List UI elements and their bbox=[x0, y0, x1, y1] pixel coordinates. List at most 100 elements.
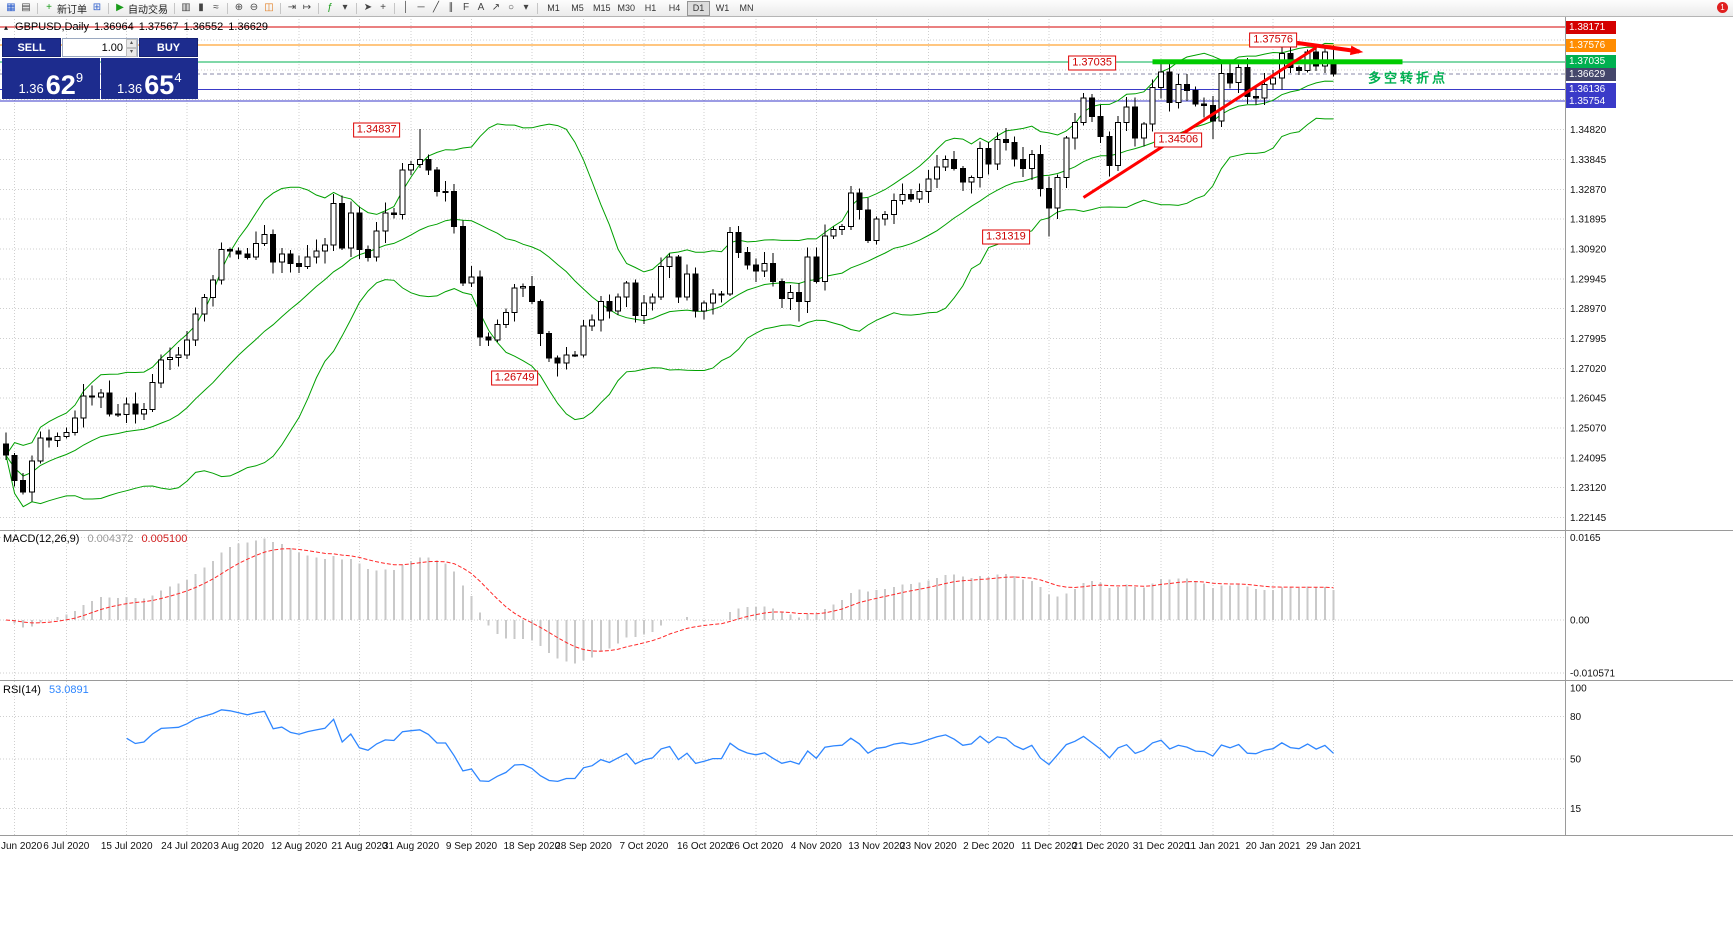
sell-price-display[interactable]: 1.36 62 9 bbox=[2, 58, 100, 99]
timeframe-h1[interactable]: H1 bbox=[644, 2, 657, 13]
candle bbox=[373, 230, 380, 258]
indicators-icon[interactable]: ƒ bbox=[327, 2, 333, 13]
macd-bar bbox=[1039, 586, 1042, 620]
buy-price-display[interactable]: 1.36 65 4 bbox=[100, 58, 198, 99]
candle bbox=[1054, 177, 1061, 209]
buy-price-sup: 4 bbox=[174, 70, 182, 85]
candlestick-chart-icon[interactable]: ▮ bbox=[198, 2, 204, 13]
candle bbox=[640, 302, 647, 316]
macd-value-signal: 0.005100 bbox=[141, 533, 188, 545]
candle bbox=[537, 301, 544, 335]
zoom-out-icon[interactable]: ⊖ bbox=[249, 2, 259, 13]
date-label: 7 Oct 2020 bbox=[619, 841, 668, 852]
candle bbox=[666, 256, 673, 267]
timeframe-m1[interactable]: M1 bbox=[547, 2, 560, 13]
candle bbox=[451, 190, 458, 228]
bollinger-lower bbox=[5, 117, 1334, 508]
profiles-icon[interactable]: ▤ bbox=[21, 2, 31, 13]
cursor-icon[interactable]: ➤ bbox=[363, 2, 373, 13]
timeframe-mn[interactable]: MN bbox=[739, 2, 754, 13]
buy-button[interactable]: BUY bbox=[139, 38, 198, 57]
candle bbox=[1020, 158, 1027, 170]
macd-bar bbox=[1065, 593, 1068, 620]
macd-bar bbox=[970, 578, 973, 620]
tile-windows-icon[interactable]: ◫ bbox=[264, 2, 274, 13]
rsi-header: RSI(14) 53.0891 bbox=[3, 684, 89, 696]
candle bbox=[1227, 73, 1233, 84]
macd-bar bbox=[1048, 594, 1050, 620]
auto-trading-play-icon[interactable]: ▶ bbox=[116, 2, 124, 13]
resistance-zone[interactable] bbox=[1152, 59, 1403, 65]
zoom-in-icon[interactable]: ⊕ bbox=[234, 2, 244, 13]
candle bbox=[201, 296, 208, 315]
timeframe-d1[interactable]: D1 bbox=[687, 0, 711, 16]
candle bbox=[1115, 122, 1121, 166]
new-order-plus-icon[interactable]: + bbox=[46, 2, 52, 13]
macd-bar bbox=[306, 555, 309, 620]
macd-bar bbox=[263, 538, 266, 620]
trendline[interactable] bbox=[1082, 46, 1318, 199]
shapes-dropdown-icon[interactable]: ▾ bbox=[523, 2, 529, 13]
macd-bar bbox=[1280, 587, 1283, 620]
candle bbox=[873, 218, 880, 241]
macd-bar bbox=[625, 620, 628, 638]
macd-bar bbox=[1185, 578, 1188, 620]
macd-header: MACD(12,26,9) 0.004372 0.005100 bbox=[3, 533, 187, 545]
macd-value-main: 0.004372 bbox=[87, 533, 134, 545]
timeframe-h4[interactable]: H4 bbox=[668, 2, 681, 13]
line-chart-icon[interactable]: ≈ bbox=[213, 2, 219, 13]
macd-bar bbox=[255, 540, 257, 620]
timeframe-m5[interactable]: M5 bbox=[571, 2, 584, 13]
collapse-panel-icon[interactable]: ▴ bbox=[4, 22, 9, 32]
new-order-button[interactable]: 新订单 bbox=[57, 4, 87, 16]
candle bbox=[1270, 77, 1277, 85]
candle bbox=[382, 212, 389, 232]
chart-symbol-header: ▴ GBPUSD,Daily 1.36964 1.37567 1.36552 1… bbox=[4, 21, 268, 33]
macd-bar bbox=[1117, 587, 1119, 620]
macd-bar bbox=[246, 542, 249, 620]
candle bbox=[1080, 97, 1087, 123]
candle bbox=[330, 203, 337, 246]
new-chart-icon[interactable]: ▦ bbox=[6, 2, 16, 13]
macd-bar bbox=[1220, 585, 1223, 620]
crosshair-icon[interactable]: + bbox=[380, 2, 386, 13]
channel-icon[interactable]: ∥ bbox=[448, 2, 454, 13]
macd-bar bbox=[203, 567, 206, 620]
macd-bar bbox=[91, 600, 94, 620]
date-label: 6 Jul 2020 bbox=[43, 841, 90, 852]
timeframe-m30[interactable]: M30 bbox=[617, 2, 636, 13]
lot-decrease-icon[interactable]: ▾ bbox=[126, 47, 137, 57]
macd-bar bbox=[82, 605, 85, 620]
macd-bar bbox=[608, 620, 611, 649]
lot-size-value[interactable]: 1.00 bbox=[101, 41, 123, 54]
lot-spinner[interactable]: ▴ ▾ bbox=[126, 38, 137, 57]
auto-scroll-icon[interactable]: ⇥ bbox=[287, 2, 297, 13]
candle bbox=[399, 169, 406, 215]
macd-bar bbox=[22, 620, 25, 628]
date-label: 2 Dec 2020 bbox=[963, 841, 1015, 852]
lot-size-field[interactable]: 1.00 ▴ ▾ bbox=[62, 38, 138, 57]
down-arrow[interactable] bbox=[1290, 40, 1360, 54]
date-label: 23 Nov 2020 bbox=[900, 841, 957, 852]
sell-button[interactable]: SELL bbox=[2, 38, 61, 57]
horizontal-line-icon[interactable]: ─ bbox=[417, 2, 425, 13]
lot-increase-icon[interactable]: ▴ bbox=[126, 38, 137, 48]
auto-trading-button[interactable]: 自动交易 bbox=[128, 4, 168, 16]
charts-grid-icon[interactable]: ⊞ bbox=[92, 2, 102, 13]
timeframe-w1[interactable]: W1 bbox=[715, 2, 730, 13]
text-tool-icon[interactable]: A bbox=[477, 2, 485, 13]
chart-shift-icon[interactable]: ↦ bbox=[302, 2, 312, 13]
timeframe-m15[interactable]: M15 bbox=[593, 2, 611, 13]
vertical-line-icon[interactable]: │ bbox=[402, 2, 410, 13]
trendline-icon[interactable]: ╱ bbox=[432, 2, 440, 13]
fibonacci-icon[interactable]: F bbox=[462, 2, 470, 13]
shapes-tool-icon[interactable]: ○ bbox=[507, 2, 515, 13]
notification-badge[interactable]: 1 bbox=[1717, 2, 1728, 13]
bar-chart-icon[interactable]: ▥ bbox=[181, 2, 191, 13]
candle bbox=[951, 158, 958, 170]
indicators-dropdown-icon[interactable]: ▾ bbox=[342, 2, 348, 13]
date-label: 16 Oct 2020 bbox=[677, 841, 732, 852]
rsi-tick-label: 50 bbox=[1570, 755, 1582, 766]
arrows-tool-icon[interactable]: ↗ bbox=[491, 2, 501, 13]
